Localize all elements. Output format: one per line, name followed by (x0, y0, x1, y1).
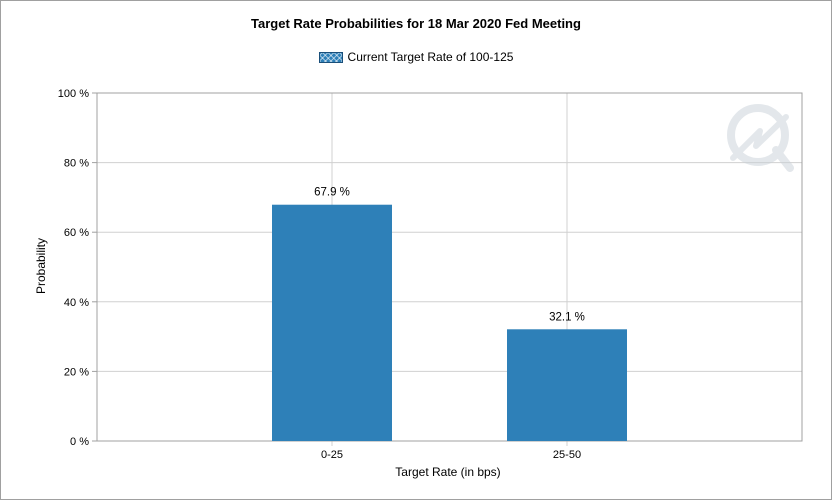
legend: Current Target Rate of 100-125 (0, 50, 832, 64)
x-axis-title: Target Rate (in bps) (395, 465, 500, 479)
data-label: 67.9 % (314, 187, 350, 199)
labels-layer: 0 % 20 % 40 % 60 % 80 % 100 % 67.9 % 0-25 32.1 %… (58, 88, 585, 461)
y-tick-label: 40 % (64, 297, 89, 309)
legend-swatch (318, 51, 343, 63)
plot-area-border (96, 92, 803, 442)
chart-title: Target Rate Probabilities for 18 Mar 202… (251, 16, 581, 31)
bar-0-25 (272, 204, 392, 441)
grid-layer (92, 92, 803, 446)
y-tick-label: 0 % (70, 436, 89, 448)
bars-layer (272, 204, 627, 441)
legend-label: Current Target Rate of 100-125 (347, 50, 514, 64)
x-tick-label: 0-25 (321, 449, 343, 461)
y-tick-label: 20 % (64, 366, 89, 378)
y-tick-label: 60 % (64, 227, 89, 239)
bar-25-50 (507, 329, 627, 441)
x-tick-label: 25-50 (553, 449, 581, 461)
y-axis-title: Probability (34, 238, 48, 294)
y-tick-label: 100 % (58, 88, 89, 100)
cme-logo-icon (727, 104, 794, 172)
data-label: 32.1 % (549, 311, 585, 323)
y-tick-label: 80 % (64, 158, 89, 170)
